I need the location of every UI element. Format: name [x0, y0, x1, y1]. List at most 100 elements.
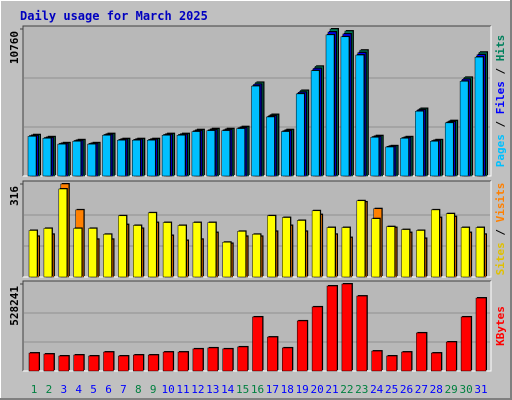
x-tick-label: 28	[430, 383, 443, 396]
bar	[326, 285, 338, 372]
bar	[102, 135, 111, 177]
bar	[146, 139, 156, 177]
x-tick-label: 12	[191, 383, 204, 396]
y-tick-label: 316	[8, 186, 21, 206]
bar	[401, 351, 412, 372]
bar	[133, 225, 142, 278]
bar	[386, 355, 397, 372]
bar	[340, 36, 350, 177]
bar	[103, 234, 112, 278]
legend-entry: Hits	[494, 35, 507, 62]
panel-border	[22, 280, 491, 371]
bar	[192, 348, 204, 372]
panel-border	[22, 25, 491, 176]
bar	[341, 227, 351, 278]
x-tick-label: 24	[370, 383, 384, 396]
bar	[311, 306, 323, 372]
x-tick-label: 31	[474, 383, 487, 396]
legend: KBytes	[494, 306, 507, 346]
legend: Pages / Files / Hits	[494, 35, 507, 168]
bar	[370, 137, 379, 177]
bar	[445, 213, 455, 278]
legend-entry: Pages	[494, 134, 507, 167]
bar	[42, 138, 52, 177]
bar	[252, 234, 261, 278]
bar	[400, 138, 409, 177]
bar	[371, 218, 380, 278]
legend-separator: /	[494, 114, 507, 134]
x-tick-label: 4	[75, 383, 82, 396]
bar	[73, 228, 82, 278]
bar	[356, 200, 366, 278]
x-tick-label: 17	[266, 383, 279, 396]
bar	[281, 131, 290, 177]
bar	[356, 295, 368, 372]
bar	[88, 228, 97, 278]
legend: Sites / Visits	[494, 183, 507, 276]
bar	[475, 227, 485, 278]
x-tick-label: 27	[415, 383, 428, 396]
bar	[311, 210, 321, 278]
bar	[57, 143, 67, 177]
bar	[221, 130, 230, 177]
bar	[401, 229, 410, 278]
bar	[222, 348, 233, 372]
bar	[236, 128, 245, 177]
bar	[237, 231, 246, 278]
y-tick-label: 10760	[8, 31, 21, 64]
legend-entry: Visits	[494, 183, 507, 223]
x-tick-label: 7	[120, 383, 127, 396]
x-tick-label: 20	[310, 383, 323, 396]
x-tick-label: 5	[90, 383, 97, 396]
bar	[28, 352, 40, 372]
bar	[252, 316, 263, 372]
legend-entry: KBytes	[494, 306, 507, 346]
bar	[295, 93, 305, 177]
bar	[415, 110, 424, 177]
legend-entry: Files	[494, 81, 507, 114]
x-tick-label: 1	[31, 383, 38, 396]
x-tick-label: 29	[445, 383, 458, 396]
bar	[251, 85, 260, 177]
bar	[296, 320, 308, 372]
bar	[162, 222, 172, 278]
bar	[371, 350, 382, 372]
bar	[282, 217, 291, 278]
bar	[431, 352, 442, 372]
x-tick-label: 18	[281, 383, 294, 396]
bar	[207, 347, 219, 372]
legend-separator: /	[494, 222, 507, 242]
bar	[474, 56, 484, 177]
legend-entry: Sites	[494, 242, 507, 275]
bar	[326, 227, 336, 278]
bar	[237, 346, 248, 372]
x-tick-label: 14	[221, 383, 235, 396]
bar	[118, 215, 127, 278]
x-tick-label: 23	[355, 383, 368, 396]
bar	[459, 81, 469, 177]
x-tick-label: 30	[459, 383, 472, 396]
bar	[266, 116, 275, 177]
bar	[431, 209, 440, 278]
bar	[103, 351, 114, 372]
bar	[58, 188, 68, 278]
x-tick-label: 6	[105, 383, 112, 396]
bar	[386, 226, 395, 278]
bar	[296, 220, 306, 278]
panel-border	[22, 180, 491, 277]
bar	[147, 212, 157, 278]
bar	[191, 131, 201, 177]
bar	[416, 332, 427, 372]
bar	[28, 230, 38, 278]
x-tick-label: 8	[135, 383, 142, 396]
chart-title: Daily usage for March 2025	[20, 9, 208, 23]
bar	[73, 354, 84, 372]
x-tick-label: 16	[251, 383, 264, 396]
bar	[206, 130, 216, 177]
bar	[222, 242, 231, 278]
bar	[147, 354, 159, 372]
bar	[58, 355, 70, 372]
x-tick-label: 21	[325, 383, 338, 396]
